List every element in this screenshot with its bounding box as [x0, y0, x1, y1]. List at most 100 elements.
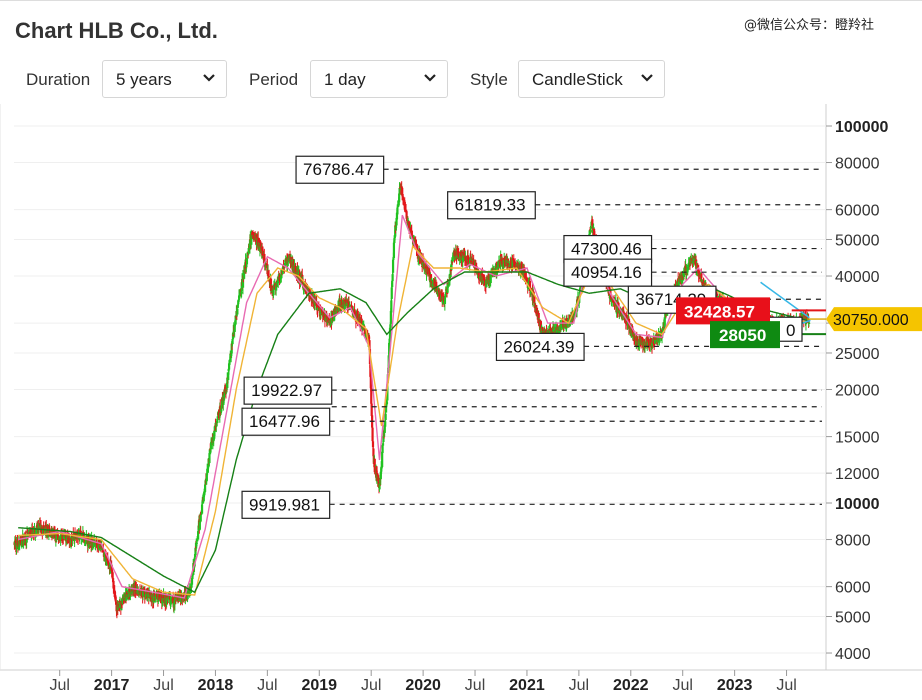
- x-tick-label: 2020: [405, 677, 441, 694]
- candle-body: [466, 255, 470, 260]
- candle-body: [369, 364, 372, 377]
- candle-body: [40, 527, 44, 535]
- y-tick-label: 25000: [835, 346, 880, 363]
- candle-body: [158, 595, 161, 597]
- candle-body: [415, 244, 418, 250]
- candle-body: [199, 513, 202, 522]
- candle-body: [294, 266, 297, 273]
- candle-body: [698, 272, 701, 277]
- x-tick-label: 2021: [509, 677, 545, 694]
- candle-body: [388, 342, 391, 355]
- period-value: 1 day: [324, 70, 366, 89]
- candle-body: [381, 451, 384, 468]
- period-select[interactable]: 1 day: [310, 60, 448, 98]
- level-label: 9919.981: [249, 495, 320, 514]
- candle-body: [389, 310, 392, 325]
- candle-body: [350, 307, 354, 310]
- candle-body: [231, 333, 235, 340]
- candle-body: [195, 542, 198, 544]
- candle-body: [194, 547, 197, 556]
- level-label-box: [243, 376, 333, 405]
- candle-body: [489, 274, 492, 284]
- candle-body: [593, 228, 596, 235]
- candle-body: [381, 443, 385, 446]
- candle-body: [373, 458, 376, 473]
- candle-body: [15, 542, 18, 549]
- candle-body: [71, 536, 74, 540]
- candle-body: [360, 318, 363, 327]
- level-label: 61819.33: [455, 196, 526, 215]
- candle-body: [233, 324, 236, 332]
- candle-body: [677, 281, 680, 287]
- candle-body: [309, 293, 312, 295]
- x-tick-label: 2019: [301, 677, 337, 694]
- y-tick-label: 100000: [835, 119, 888, 136]
- candle-body: [227, 372, 230, 381]
- candle-body: [191, 573, 194, 580]
- chevron-down-icon: [641, 74, 653, 82]
- level-label-box: [241, 407, 331, 436]
- candle-body: [333, 308, 336, 321]
- candle-body: [281, 270, 284, 275]
- level-label-box: [563, 234, 653, 264]
- candle-body: [808, 322, 811, 324]
- candle-body: [371, 427, 374, 442]
- x-tick-label: Jul: [257, 677, 277, 694]
- candle-body: [220, 405, 223, 409]
- candle-body: [111, 572, 114, 579]
- candle-body: [416, 250, 420, 259]
- level-label: 26024.39: [503, 337, 574, 356]
- candle-body: [322, 310, 325, 318]
- candle-body: [589, 229, 592, 233]
- price-chart[interactable]: 1000008000060000500004000030000250002000…: [0, 104, 922, 700]
- y-tick-label: 40000: [835, 269, 880, 286]
- candle-body: [408, 221, 411, 228]
- candle-body: [231, 338, 234, 345]
- candle-body: [55, 533, 58, 540]
- candle-body: [391, 274, 394, 282]
- candle-body: [198, 520, 201, 530]
- candle-body: [292, 261, 295, 269]
- candle-body: [520, 262, 523, 272]
- style-select[interactable]: CandleStick: [518, 60, 665, 98]
- candle-body: [396, 207, 399, 215]
- level-label-box: [295, 155, 385, 184]
- candle-body: [446, 281, 449, 293]
- level-label: 40954.16: [571, 263, 642, 282]
- candle-body: [391, 280, 394, 288]
- candle-body: [617, 302, 620, 308]
- y-tick-label: 8000: [835, 533, 871, 550]
- candle-body: [146, 592, 149, 597]
- y-tick-label: 12000: [835, 466, 880, 483]
- level-label-box: [563, 258, 653, 287]
- badge-red-label: 32428.57: [684, 302, 755, 321]
- candle-body: [315, 301, 318, 306]
- x-tick-label: Jul: [672, 677, 692, 694]
- badge-green: [710, 321, 780, 349]
- candle-body: [654, 339, 657, 344]
- candle-body: [129, 591, 132, 597]
- candle-body: [388, 327, 392, 339]
- candle-body: [196, 539, 199, 542]
- duration-select[interactable]: 5 years: [102, 60, 227, 98]
- top-border: [0, 0, 922, 1]
- y-tick-label: 6000: [835, 580, 871, 597]
- candle-body: [316, 307, 320, 311]
- current-price-badge: [826, 307, 922, 332]
- candle-body: [591, 219, 594, 226]
- candle-body: [213, 430, 216, 439]
- candle-body: [89, 536, 92, 538]
- y-tick-label: 80000: [835, 156, 880, 173]
- candle-body: [528, 280, 532, 291]
- candle-body: [456, 248, 460, 257]
- y-tick-label: 15000: [835, 430, 880, 447]
- candle-body: [390, 300, 393, 313]
- candle-body: [49, 530, 52, 533]
- candle-body: [539, 321, 543, 329]
- candle-body: [246, 254, 249, 259]
- candle-body: [74, 533, 77, 537]
- candle-body: [664, 317, 667, 319]
- x-tick-label: 2017: [94, 677, 130, 694]
- candle-body: [623, 312, 626, 316]
- y-tick-label: 10000: [835, 496, 880, 513]
